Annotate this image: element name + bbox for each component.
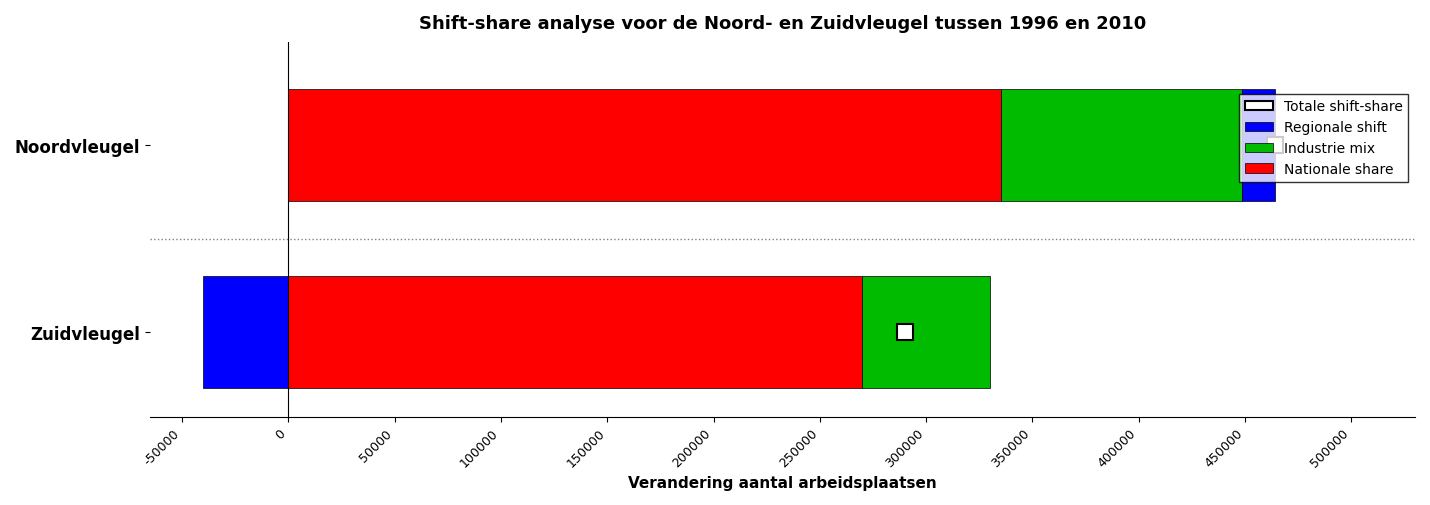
Title: Shift-share analyse voor de Noord- en Zuidvleugel tussen 1996 en 2010: Shift-share analyse voor de Noord- en Zu… (419, 15, 1147, 33)
Bar (1001, 89, 1241, 201)
Bar (862, 277, 990, 389)
Legend: Totale shift-share, Regionale shift, Industrie mix, Nationale share: Totale shift-share, Regionale shift, Ind… (1240, 94, 1409, 182)
X-axis label: Verandering aantal arbeidsplaatsen: Verandering aantal arbeidsplaatsen (628, 475, 937, 490)
Bar (289, 89, 1001, 201)
Bar (289, 277, 862, 389)
Bar (1241, 89, 1276, 201)
Bar (203, 277, 289, 389)
